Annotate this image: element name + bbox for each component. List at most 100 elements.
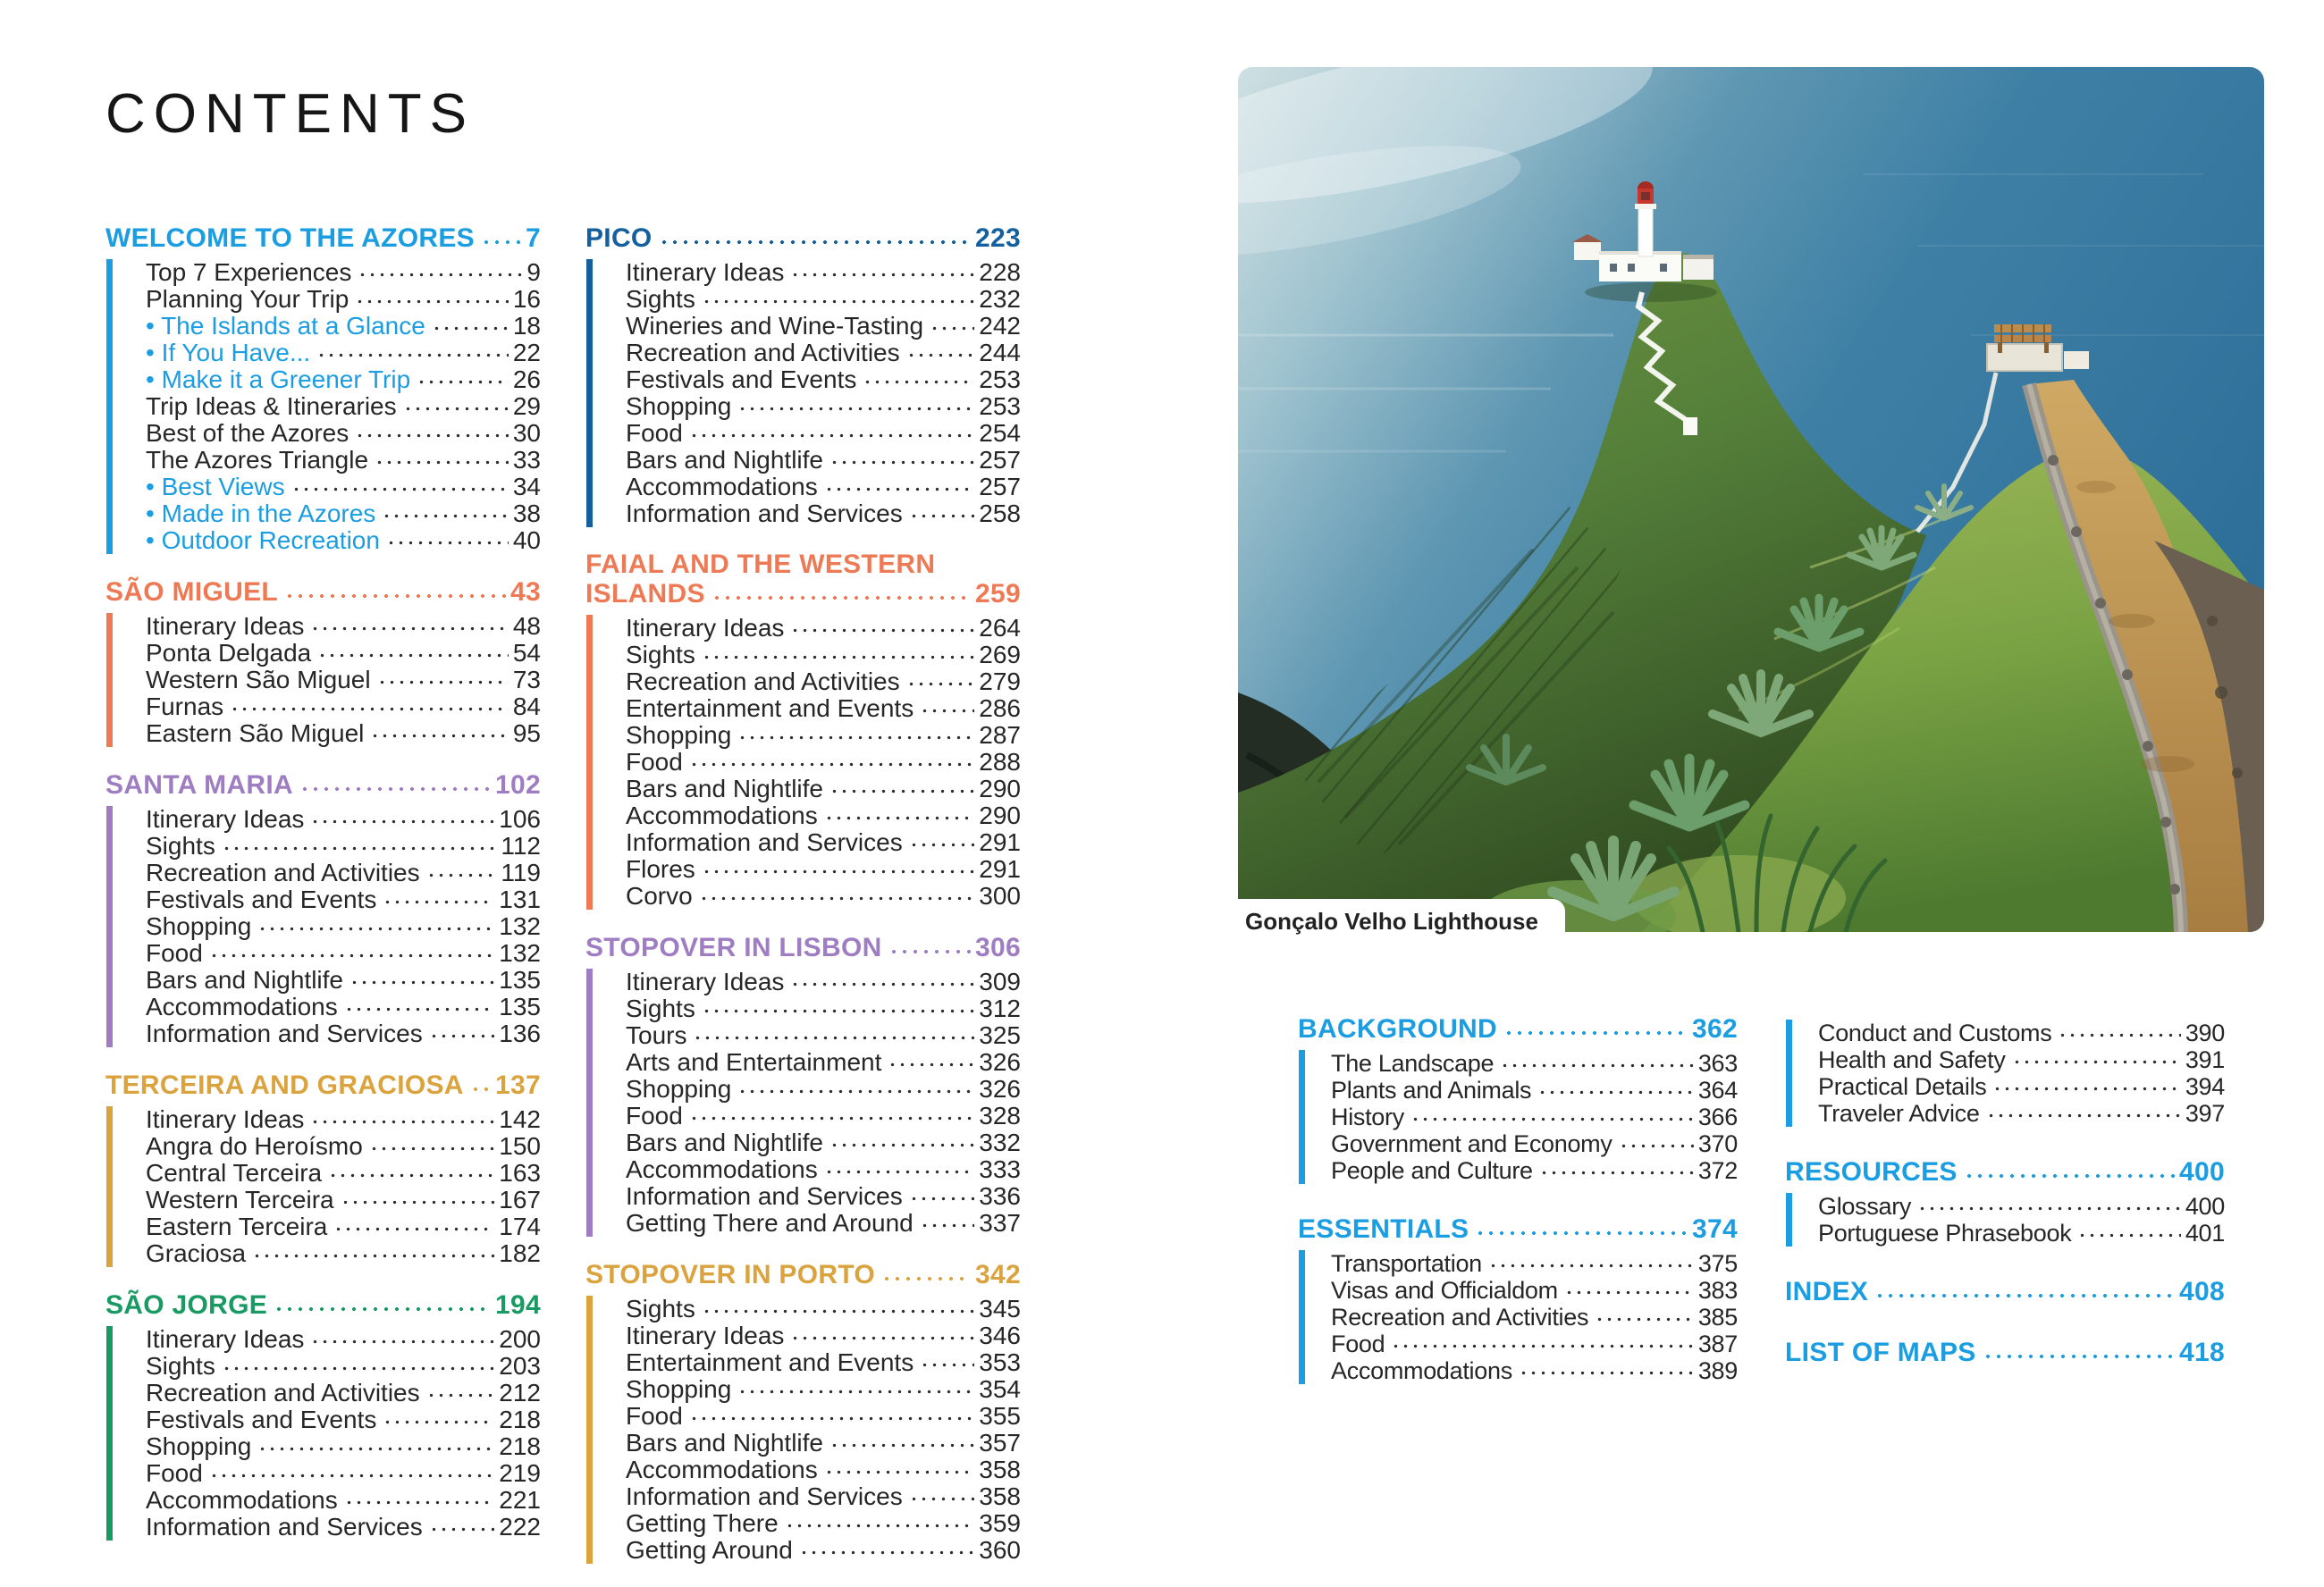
dot-leader [688, 1403, 975, 1430]
toc-entry-page: 366 [1697, 1104, 1738, 1130]
dot-leader [221, 833, 497, 860]
dot-leader [1487, 1250, 1694, 1277]
toc-section-heading: ISLANDS 259 [585, 579, 1021, 609]
toc-section: SANTA MARIA 102 Itinerary Ideas 106 Sights 11… [105, 770, 541, 1047]
toc-entry: Central Terceira 163 [146, 1160, 541, 1187]
dot-leader [2011, 1046, 2181, 1073]
toc-item-list: Itinerary Ideas 200 Sights 203 Recreation an… [106, 1326, 541, 1541]
toc-entry: Information and Services 136 [146, 1020, 541, 1047]
toc-section-page: 408 [2179, 1277, 2225, 1306]
toc-entry-page: 9 [526, 258, 541, 286]
toc-entry: Food 288 [626, 749, 1021, 776]
dot-leader [310, 613, 509, 640]
toc-entry: Food 387 [1331, 1331, 1738, 1357]
toc-entry-page: 30 [512, 419, 541, 447]
toc-section-page: 400 [2179, 1157, 2225, 1187]
toc-entry-label: Information and Services [146, 1020, 423, 1047]
toc-section-page: 102 [495, 770, 541, 800]
toc-section-title: BACKGROUND [1298, 1014, 1497, 1044]
toc-entry: Shopping 354 [626, 1376, 1021, 1403]
toc-entry: Sights 232 [626, 286, 1021, 313]
toc-entry: Eastern Terceira 174 [146, 1213, 541, 1240]
toc-entry-page: 200 [499, 1325, 541, 1353]
toc-entry: Sights 112 [146, 833, 541, 860]
toc-entry-label: Information and Services [626, 828, 903, 856]
toc-section-page: 137 [495, 1071, 541, 1100]
dot-leader [252, 1240, 495, 1267]
toc-entry-label: Sights [626, 285, 695, 313]
toc-entry: Accommodations 290 [626, 802, 1021, 829]
toc-entry-label: Accommodations [1331, 1357, 1512, 1384]
dot-leader [317, 640, 509, 667]
toc-section-page: 418 [2179, 1338, 2225, 1367]
toc-entry: Festivals and Events 218 [146, 1406, 541, 1433]
dot-leader [376, 667, 509, 693]
dot-leader [823, 1156, 975, 1183]
toc-entry-label: Furnas [146, 693, 224, 720]
toc-entry-page: 136 [499, 1020, 541, 1047]
toc-entry-page: 84 [512, 693, 541, 720]
toc-entry-page: 290 [979, 775, 1021, 802]
toc-entry-page: 346 [979, 1322, 1021, 1349]
toc-entry: Entertainment and Events 353 [626, 1349, 1021, 1376]
dot-leader [1391, 1331, 1694, 1357]
toc-entry-label: Arts and Entertainment [626, 1048, 882, 1076]
dot-leader [701, 642, 975, 668]
toc-entry-page: 400 [2185, 1193, 2225, 1220]
dot-leader [863, 366, 975, 393]
toc-entry-page: 354 [979, 1375, 1021, 1403]
toc-entry: Accommodations 221 [146, 1487, 541, 1514]
dot-leader [2058, 1020, 2181, 1046]
toc-entry-label: Bars and Nightlife [626, 1429, 824, 1457]
toc-entry-label: Glossary [1818, 1193, 1912, 1220]
toc-entry-label: Recreation and Activities [1331, 1304, 1589, 1331]
toc-section-title: RESOURCES [1785, 1157, 1958, 1187]
toc-section-heading: SÃO JORGE 194 [105, 1290, 541, 1321]
toc-entry-page: 132 [499, 939, 541, 967]
toc-entry-page: 132 [499, 912, 541, 940]
toc-entry: Food 328 [626, 1103, 1021, 1129]
dot-leader [1874, 1277, 2176, 1307]
toc-entry-label: History [1331, 1104, 1404, 1130]
toc-entry-page: 328 [979, 1102, 1021, 1129]
toc-entry-label: Food [146, 939, 203, 967]
toc-entry-label: Western Terceira [146, 1186, 334, 1213]
toc-entry-page: 363 [1697, 1050, 1738, 1077]
dot-leader [480, 223, 521, 254]
toc-entry-page: 359 [979, 1509, 1021, 1537]
toc-entry: Furnas 84 [146, 693, 541, 720]
toc-section-page: 223 [975, 223, 1021, 253]
toc-entry: Portuguese Phrasebook 401 [1818, 1220, 2225, 1247]
toc-entry: Eastern São Miguel 95 [146, 720, 541, 747]
toc-entry: The Azores Triangle 33 [146, 447, 541, 474]
dot-leader [355, 420, 509, 447]
toc-entry: If You Have... 22 [146, 340, 541, 366]
toc-section-title: LIST OF MAPS [1785, 1338, 1976, 1367]
toc-entry-label: Accommodations [146, 1486, 338, 1514]
toc-section: Conduct and Customs 390 Health and Safety 3… [1785, 1020, 2225, 1127]
toc-entry-label: Trip Ideas & Itineraries [146, 392, 397, 420]
toc-entry: Trip Ideas & Itineraries 29 [146, 393, 541, 420]
toc-entry: Health and Safety 391 [1818, 1046, 2225, 1073]
dot-leader [711, 579, 972, 609]
toc-entry-page: 257 [979, 446, 1021, 474]
toc-entry: Itinerary Ideas 200 [146, 1326, 541, 1353]
dot-leader [908, 500, 975, 527]
dot-leader [2077, 1220, 2181, 1247]
toc-entry-page: 34 [512, 473, 541, 500]
toc-entry: Best Views 34 [146, 474, 541, 500]
toc-entry-label: Shopping [626, 1375, 732, 1403]
toc-section: STOPOVER IN PORTO 342 Sights 345 Itinerary I… [585, 1260, 1021, 1564]
toc-section: WELCOME TO THE AZORES 7 Top 7 Experiences 9… [105, 223, 541, 554]
toc-entry: Best of the Azores 30 [146, 420, 541, 447]
dot-leader [1595, 1304, 1694, 1331]
toc-entry-page: 394 [2185, 1073, 2225, 1100]
toc-section-title-line1: FAIAL AND THE WESTERN [585, 550, 936, 579]
toc-section-heading: STOPOVER IN PORTO 342 [585, 1260, 1021, 1290]
dot-leader [375, 447, 509, 474]
toc-section-heading: LIST OF MAPS 418 [1785, 1338, 2225, 1368]
toc-entry: Wineries and Wine-Tasting 242 [626, 313, 1021, 340]
dot-leader [333, 1213, 495, 1240]
toc-section-page: 374 [1692, 1214, 1738, 1244]
toc-entry-label: Sights [626, 641, 695, 668]
